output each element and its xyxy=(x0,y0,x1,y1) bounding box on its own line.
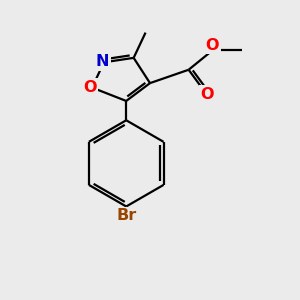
Text: O: O xyxy=(83,80,96,95)
Text: N: N xyxy=(96,54,109,69)
Text: O: O xyxy=(206,38,219,52)
Text: Br: Br xyxy=(116,208,136,224)
Text: O: O xyxy=(201,87,214,102)
